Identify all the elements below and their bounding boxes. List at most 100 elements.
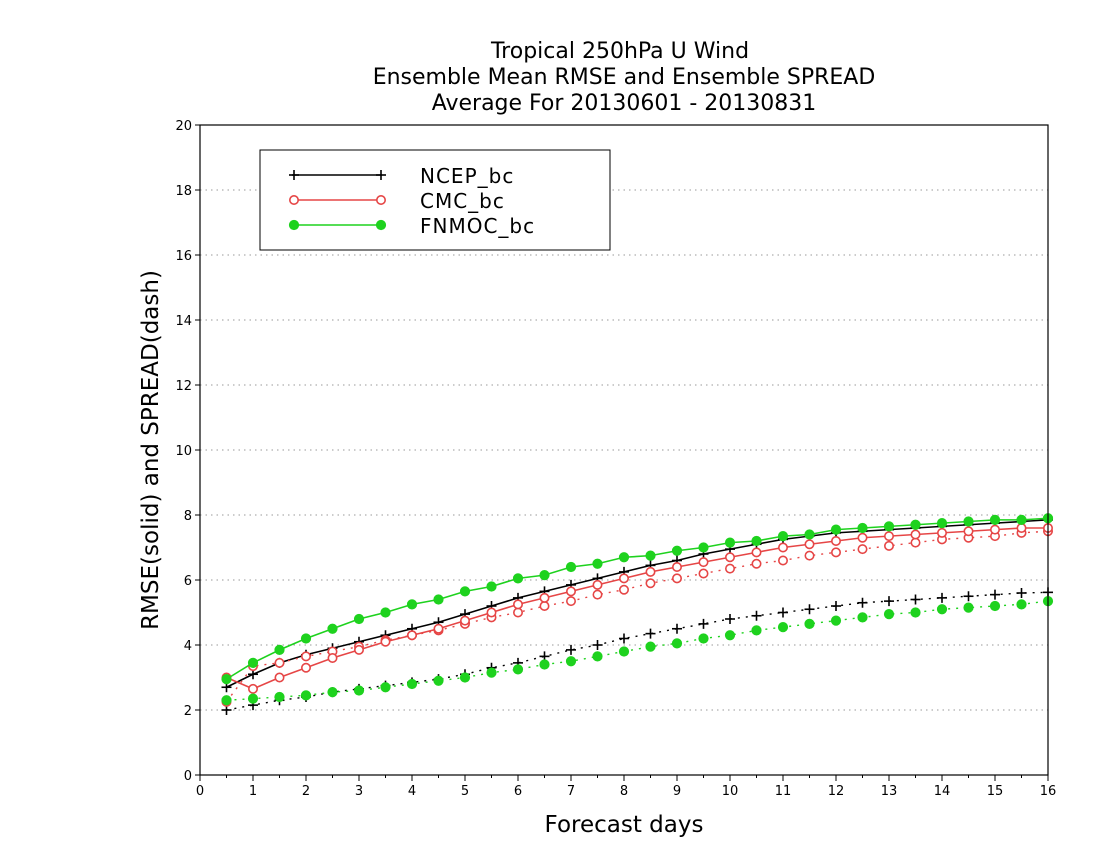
series-cmc-spread-marker (857, 544, 868, 555)
series-cmc-rmse-marker (1016, 522, 1027, 533)
series-cmc-spread-marker (751, 558, 762, 569)
series-cmc-rmse-marker (539, 592, 550, 603)
series-cmc-rmse-marker (910, 529, 921, 540)
series-cmc-spread-marker (777, 555, 788, 566)
series-fnmoc-rmse-marker (963, 516, 974, 527)
series-fnmoc-spread-marker (512, 664, 524, 675)
series-cmc-rmse-marker (433, 623, 444, 634)
series-fnmoc-spread-marker (963, 602, 974, 613)
series-fnmoc-spread-marker (592, 651, 603, 662)
series-cmc-rmse-marker (406, 630, 417, 641)
series-cmc-rmse-marker (724, 552, 735, 563)
series-cmc-spread-marker (804, 550, 815, 561)
series-fnmoc-rmse-marker (486, 581, 497, 592)
series-fnmoc-spread-marker (777, 622, 789, 633)
series-cmc-spread-marker (300, 651, 311, 662)
series-fnmoc-spread-marker (353, 685, 365, 696)
y-tick-label: 16 (175, 249, 192, 264)
series-fnmoc-rmse-marker (618, 552, 630, 563)
series-cmc-spread-marker (592, 589, 603, 600)
series-cmc-spread-marker (539, 600, 550, 611)
series-cmc-rmse-marker (300, 662, 311, 673)
series-ncep-spread-marker (698, 618, 709, 629)
series-ncep-spread-marker (778, 607, 788, 618)
legend-samples (288, 170, 387, 231)
series-ncep-spread-marker (937, 592, 947, 603)
series-fnmoc-spread-marker (910, 607, 921, 618)
series-fnmoc-rmse-marker (512, 573, 524, 584)
series-fnmoc-rmse-marker (698, 542, 709, 553)
series-cmc-spread-marker (724, 563, 735, 574)
series-cmc-spread-marker (618, 584, 629, 595)
y-tick-label: 12 (175, 379, 192, 394)
series-ncep-spread-marker (592, 640, 603, 650)
x-tick-label: 0 (196, 784, 204, 799)
series-ncep-spread-marker (619, 633, 629, 644)
y-tick-label: 14 (175, 314, 192, 329)
x-tick-label: 2 (302, 784, 310, 799)
series-cmc-spread-marker (565, 596, 576, 607)
series-cmc-spread-marker (883, 540, 894, 551)
series-fnmoc-spread-marker (883, 609, 895, 620)
series-cmc-spread-marker (910, 537, 921, 548)
series-cmc-rmse-marker (380, 636, 391, 647)
series-fnmoc-spread-marker (1016, 599, 1027, 610)
y-tick-label: 6 (184, 574, 192, 589)
series-fnmoc-rmse-marker (353, 613, 365, 625)
series-fnmoc-spread-marker (645, 641, 656, 652)
series-fnmoc-rmse-marker (910, 519, 921, 530)
series-ncep-spread-marker (751, 610, 762, 621)
series-ncep-spread-marker (884, 596, 894, 607)
series-fnmoc-rmse-marker (936, 518, 948, 529)
series-fnmoc-rmse-marker (565, 561, 577, 573)
x-tick-label: 5 (461, 784, 469, 799)
series-cmc-rmse-marker (963, 526, 974, 537)
series-fnmoc-rmse-marker (645, 550, 656, 561)
x-tick-label: 12 (828, 784, 845, 799)
series-cmc-rmse-marker (883, 531, 894, 542)
series-fnmoc-rmse-marker (539, 570, 550, 581)
series-cmc-rmse-marker (698, 557, 709, 568)
series-cmc-rmse-marker (565, 586, 576, 597)
series-fnmoc-spread-marker (327, 687, 338, 698)
y-tick-label: 2 (184, 704, 192, 719)
series-fnmoc-spread-marker (751, 625, 762, 636)
series-fnmoc-spread-marker (830, 615, 842, 626)
y-axis-label: RMSE(solid) and SPREAD(dash) (138, 270, 164, 630)
x-tick-label: 3 (355, 784, 363, 799)
series-cmc (221, 522, 1054, 707)
series-cmc-spread-marker (645, 578, 656, 589)
series-fnmoc-spread-marker (698, 633, 709, 644)
series-fnmoc-rmse-marker (221, 674, 232, 685)
series-fnmoc-spread-marker (247, 693, 259, 704)
series-fnmoc-rmse-marker (274, 644, 285, 655)
series-fnmoc-spread-marker (433, 675, 444, 686)
legend-cmc-right-marker (375, 195, 386, 206)
series-fnmoc-spread-marker (724, 630, 736, 641)
series-cmc-rmse-marker (248, 683, 259, 694)
series-fnmoc-spread-marker (486, 667, 497, 678)
x-tick-label: 4 (408, 784, 416, 799)
series-ncep-spread-marker (857, 597, 868, 608)
legend-fnmoc-left-marker (288, 219, 300, 231)
series-fnmoc-spread-marker (989, 600, 1001, 612)
series-cmc-spread-marker (698, 568, 709, 579)
series-cmc-rmse-marker (751, 547, 762, 558)
series-fnmoc-rmse-marker (671, 545, 683, 556)
series-ncep-spread-marker (804, 604, 815, 615)
plot-frame (199, 124, 1049, 776)
x-tick-label: 10 (722, 784, 739, 799)
series-fnmoc-rmse-marker (830, 524, 842, 535)
series-fnmoc-rmse-marker (724, 537, 736, 548)
y-tick-label: 0 (184, 769, 192, 784)
x-tick-label: 9 (673, 784, 681, 799)
series-fnmoc-rmse-marker (989, 514, 1001, 525)
y-tick-label: 4 (184, 639, 192, 654)
series-fnmoc-rmse-marker (300, 633, 312, 644)
legend-cmc-left-marker (288, 195, 299, 206)
series-cmc-rmse-marker (936, 527, 947, 538)
series-ncep-spread-line (226, 591, 1049, 711)
series-cmc-rmse-marker (989, 524, 1000, 535)
